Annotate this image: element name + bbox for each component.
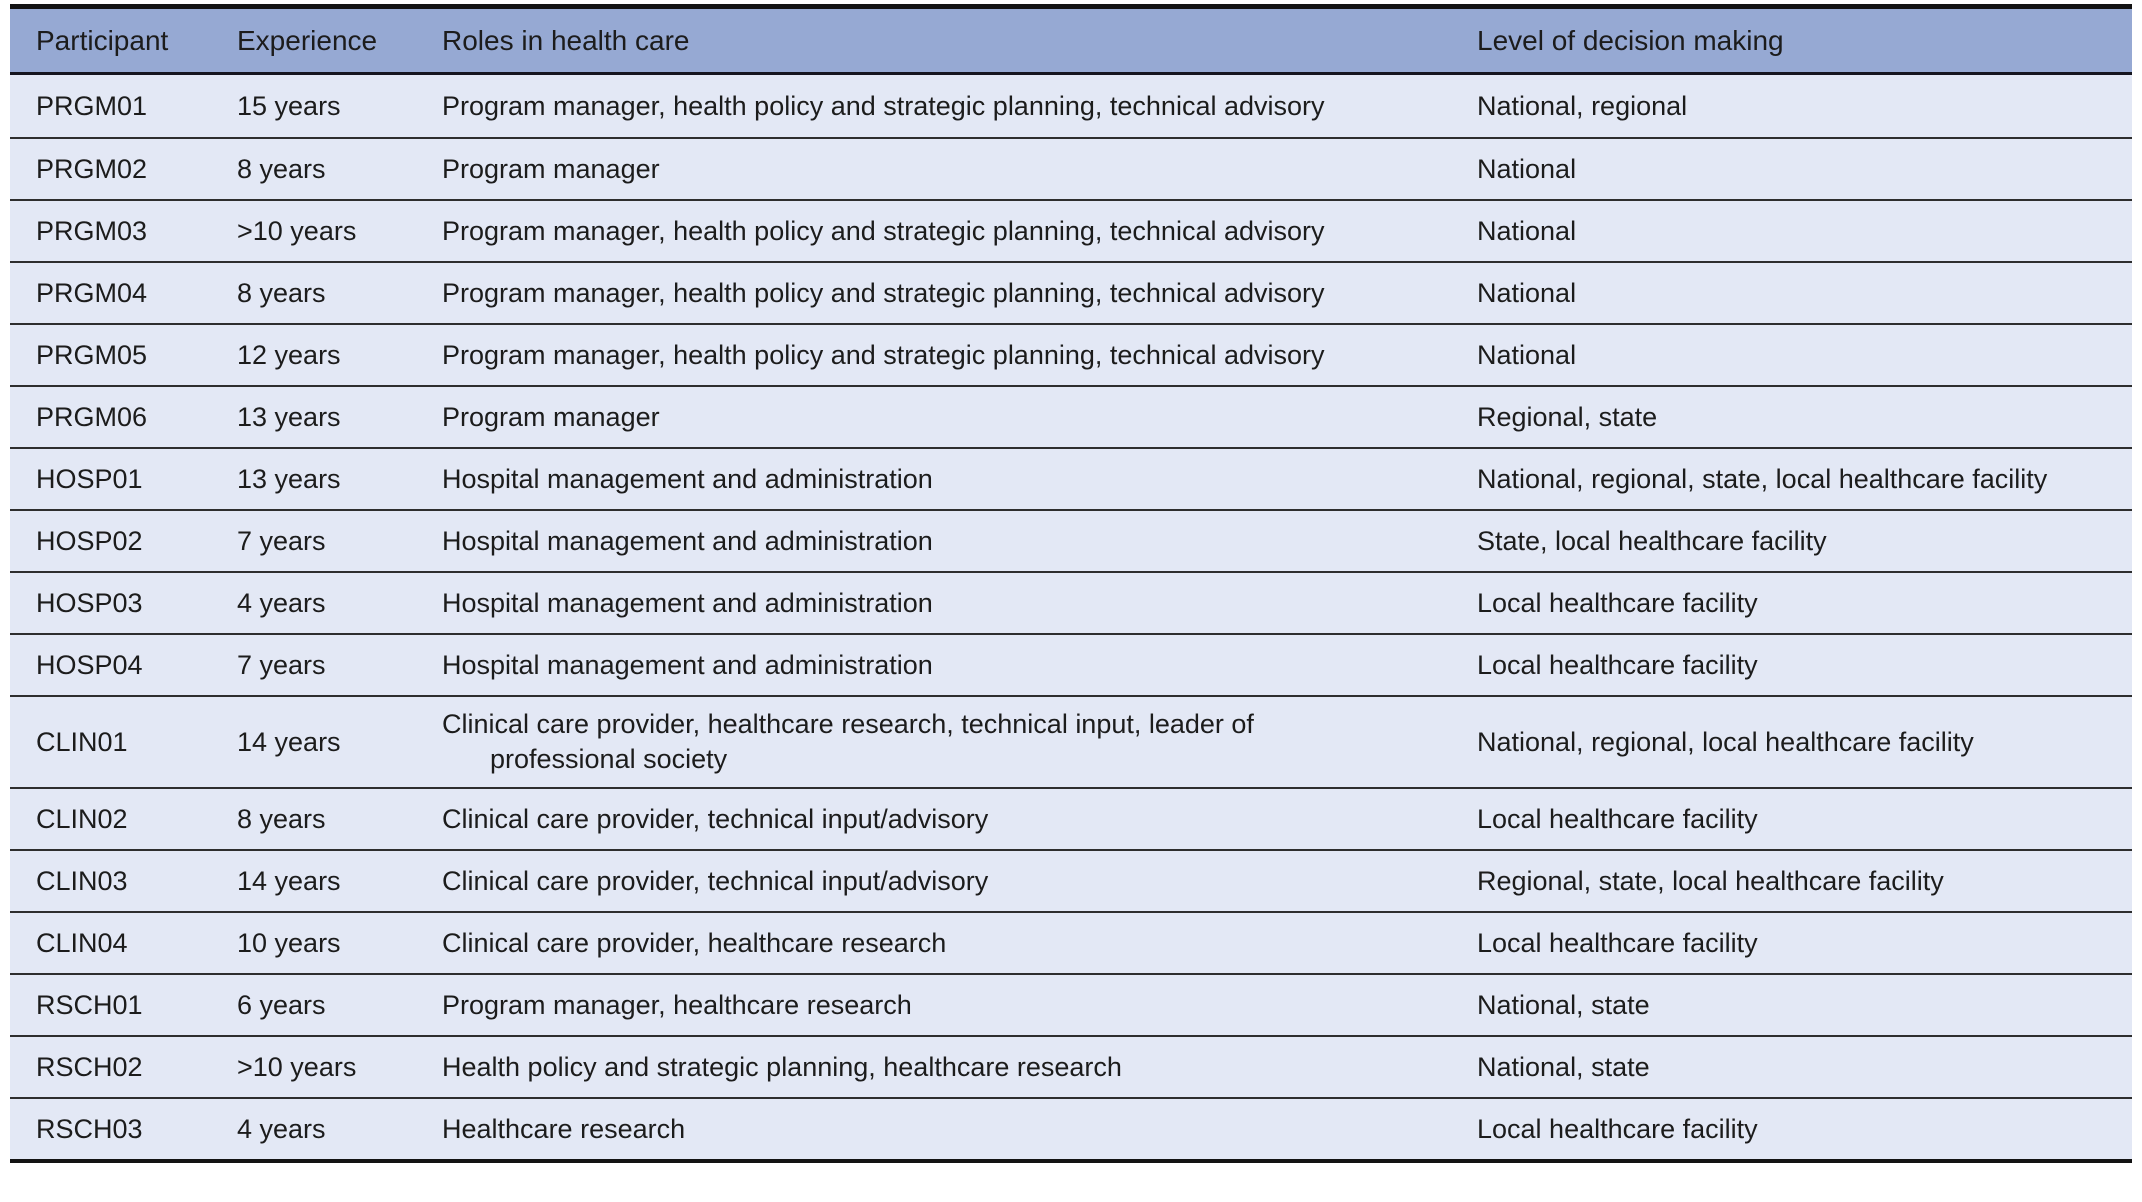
cell-level: National <box>1477 277 1577 308</box>
cell-roles: Health policy and strategic planning, he… <box>442 1051 1122 1082</box>
cell-experience: >10 years <box>237 215 357 246</box>
cell-participant: CLIN03 <box>36 865 128 896</box>
cell-experience: 14 years <box>237 726 341 757</box>
table-row: PRGM03 >10 years Program manager, health… <box>10 199 2132 261</box>
table-row: PRGM05 12 years Program manager, health … <box>10 323 2132 385</box>
cell-experience: >10 years <box>237 1051 357 1082</box>
cell-experience: 12 years <box>237 339 341 370</box>
table-row: PRGM06 13 years Program manager Regional… <box>10 385 2132 447</box>
cell-participant: RSCH01 <box>36 989 143 1020</box>
cell-roles: Hospital management and administration <box>442 649 933 680</box>
table-row: RSCH01 6 years Program manager, healthca… <box>10 973 2132 1035</box>
column-header-experience: Experience <box>237 24 378 56</box>
cell-participant: PRGM04 <box>36 277 148 308</box>
cell-participant: PRGM05 <box>36 339 148 370</box>
cell-participant: PRGM01 <box>36 90 148 121</box>
cell-roles: Program manager, healthcare research <box>442 989 912 1020</box>
table-row: PRGM02 8 years Program manager National <box>10 137 2132 199</box>
cell-experience: 15 years <box>237 90 341 121</box>
cell-participant: CLIN04 <box>36 927 128 958</box>
cell-experience: 4 years <box>237 587 326 618</box>
table-row: RSCH03 4 years Healthcare research Local… <box>10 1097 2132 1159</box>
cell-level: Local healthcare facility <box>1477 649 1758 680</box>
cell-experience: 8 years <box>237 153 326 184</box>
cell-experience: 7 years <box>237 649 326 680</box>
cell-level: State, local healthcare facility <box>1477 525 1827 556</box>
cell-participant: HOSP01 <box>36 463 143 494</box>
cell-roles: Clinical care provider, technical input/… <box>442 803 989 834</box>
cell-participant: RSCH03 <box>36 1113 143 1144</box>
cell-level: Regional, state <box>1477 401 1658 432</box>
cell-roles: Program manager, health policy and strat… <box>442 277 1325 308</box>
cell-participant: HOSP02 <box>36 525 143 556</box>
cell-roles: Hospital management and administration <box>442 525 933 556</box>
cell-roles: Program manager <box>442 401 660 432</box>
cell-level: Local healthcare facility <box>1477 1113 1758 1144</box>
cell-roles: Clinical care provider, healthcare resea… <box>442 927 947 958</box>
cell-roles: Clinical care provider, healthcare resea… <box>442 709 1254 774</box>
cell-roles: Program manager, health policy and strat… <box>442 215 1325 246</box>
cell-level: National, state <box>1477 1051 1650 1082</box>
column-header-level: Level of decision making <box>1477 24 1784 56</box>
cell-participant: PRGM02 <box>36 153 148 184</box>
cell-roles: Clinical care provider, technical input/… <box>442 865 989 896</box>
cell-experience: 13 years <box>237 463 341 494</box>
cell-participant: PRGM06 <box>36 401 148 432</box>
cell-experience: 8 years <box>237 803 326 834</box>
cell-level: National, state <box>1477 989 1650 1020</box>
table-row: HOSP03 4 years Hospital management and a… <box>10 571 2132 633</box>
cell-participant: RSCH02 <box>36 1051 143 1082</box>
cell-experience: 7 years <box>237 525 326 556</box>
table-row: CLIN01 14 years Clinical care provider, … <box>10 695 2132 787</box>
cell-experience: 6 years <box>237 989 326 1020</box>
cell-level: National, regional, local healthcare fac… <box>1477 726 1974 757</box>
table-row: CLIN04 10 years Clinical care provider, … <box>10 911 2132 973</box>
cell-level: Regional, state, local healthcare facili… <box>1477 865 1944 896</box>
cell-level: National, regional <box>1477 90 1688 121</box>
cell-participant: CLIN01 <box>36 726 128 757</box>
cell-experience: 13 years <box>237 401 341 432</box>
cell-experience: 4 years <box>237 1113 326 1144</box>
cell-participant: HOSP03 <box>36 587 143 618</box>
cell-experience: 8 years <box>237 277 326 308</box>
cell-level: Local healthcare facility <box>1477 927 1758 958</box>
table-row: PRGM01 15 years Program manager, health … <box>10 75 2132 137</box>
cell-level: National <box>1477 215 1577 246</box>
cell-participant: PRGM03 <box>36 215 148 246</box>
column-header-participant: Participant <box>36 24 169 56</box>
column-header-roles: Roles in health care <box>442 24 690 56</box>
table-row: CLIN03 14 years Clinical care provider, … <box>10 849 2132 911</box>
cell-level: National <box>1477 153 1577 184</box>
cell-roles: Hospital management and administration <box>442 463 933 494</box>
table-header-row: Participant Experience Roles in health c… <box>10 9 2132 75</box>
cell-level: Local healthcare facility <box>1477 803 1758 834</box>
cell-level: National, regional, state, local healthc… <box>1477 463 2048 494</box>
cell-roles: Program manager, health policy and strat… <box>442 339 1325 370</box>
cell-experience: 10 years <box>237 927 341 958</box>
cell-participant: CLIN02 <box>36 803 128 834</box>
table-row: RSCH02 >10 years Health policy and strat… <box>10 1035 2132 1097</box>
cell-experience: 14 years <box>237 865 341 896</box>
table-row: PRGM04 8 years Program manager, health p… <box>10 261 2132 323</box>
table-row: HOSP02 7 years Hospital management and a… <box>10 509 2132 571</box>
cell-level: National <box>1477 339 1577 370</box>
cell-roles: Program manager, health policy and strat… <box>442 90 1325 121</box>
cell-roles: Hospital management and administration <box>442 587 933 618</box>
cell-participant: HOSP04 <box>36 649 143 680</box>
cell-roles: Healthcare research <box>442 1113 686 1144</box>
table-row: HOSP01 13 years Hospital management and … <box>10 447 2132 509</box>
table-row: HOSP04 7 years Hospital management and a… <box>10 633 2132 695</box>
participants-table: Participant Experience Roles in health c… <box>10 4 2132 1163</box>
table-body: PRGM01 15 years Program manager, health … <box>10 75 2132 1159</box>
table-row: CLIN02 8 years Clinical care provider, t… <box>10 787 2132 849</box>
cell-level: Local healthcare facility <box>1477 587 1758 618</box>
cell-roles: Program manager <box>442 153 660 184</box>
